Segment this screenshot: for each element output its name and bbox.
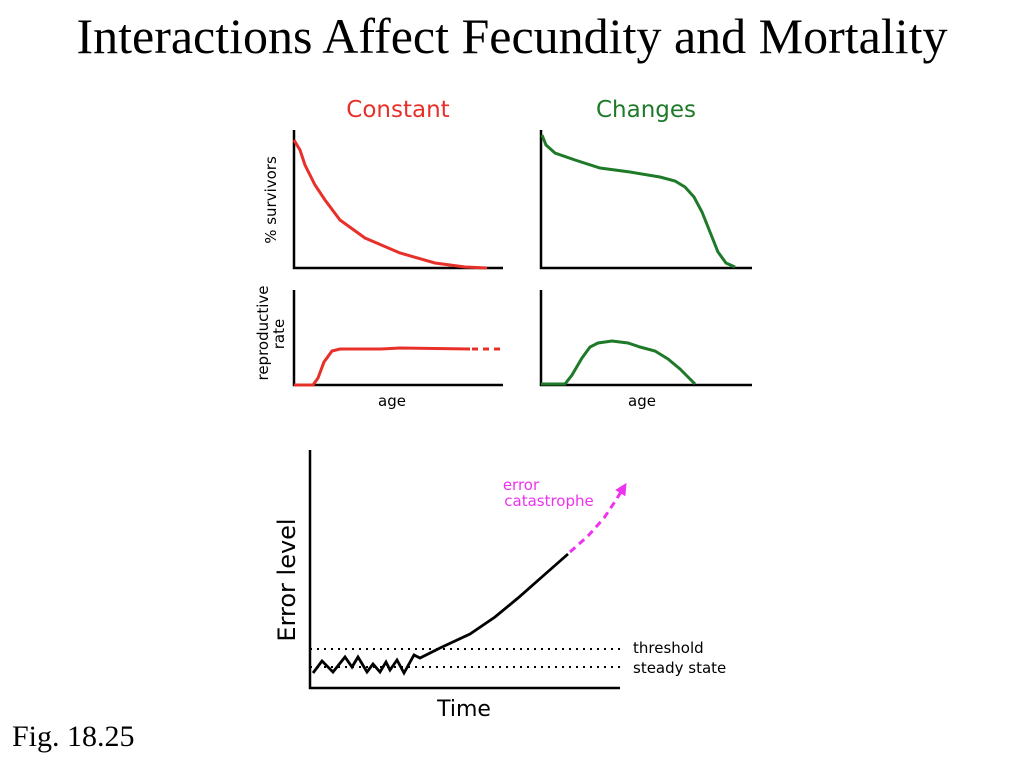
- reproduction-changes-axes: [539, 290, 752, 387]
- age-label-right: age: [628, 392, 656, 410]
- error-level-panel: [308, 450, 627, 690]
- error-level-axis-label: Error level: [273, 518, 301, 641]
- time-axis-label: Time: [436, 697, 491, 722]
- survivorship-changes-axes: [539, 130, 752, 270]
- reproduction-changes-curve: [541, 339, 697, 386]
- catastrophe-label-line1: error: [503, 476, 540, 494]
- steady-state-label: steady state: [633, 659, 726, 677]
- catastrophe-label-line2: catastrophe: [504, 492, 593, 510]
- threshold-label: threshold: [633, 639, 704, 657]
- survivorship-constant-curve: [292, 139, 488, 270]
- age-label-left: age: [378, 392, 406, 410]
- survivorship-constant-axes: [292, 130, 503, 270]
- survivorship-constant-panel: [292, 130, 503, 270]
- changes-header: Changes: [596, 97, 696, 123]
- reproduction-changes-panel: [539, 290, 752, 387]
- error-level-curve: [311, 552, 569, 676]
- reproduction-constant-panel: [292, 290, 503, 387]
- error-level-axes: [308, 450, 620, 690]
- reproduction-constant-curve: [294, 346, 471, 387]
- error-catastrophe-arrow: [569, 482, 627, 554]
- slide-title: Interactions Affect Fecundity and Mortal…: [76, 8, 948, 64]
- reproductive-axis-label: reproductive: [254, 285, 272, 380]
- survivorship-changes-panel: [539, 130, 752, 270]
- figure-caption: Fig. 18.25: [12, 720, 135, 753]
- rate-axis-label: rate: [270, 319, 288, 349]
- survivorship-changes-curve: [540, 134, 736, 269]
- reproduction-constant-axes: [292, 290, 503, 387]
- constant-header: Constant: [346, 97, 449, 123]
- survivors-axis-label: % survivors: [262, 156, 280, 244]
